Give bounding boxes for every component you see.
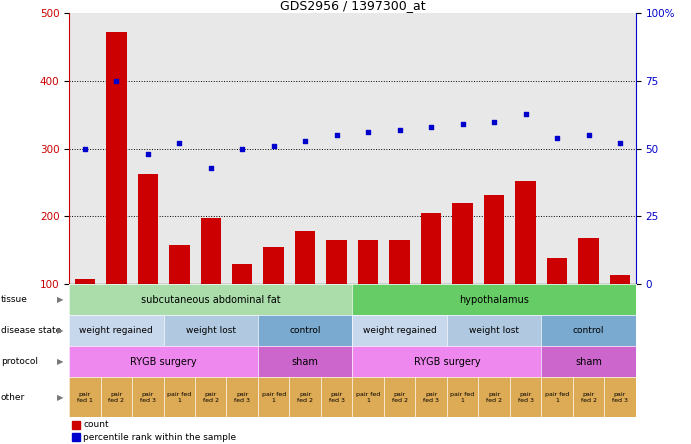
Text: protocol: protocol xyxy=(1,357,38,366)
Text: pair fed
1: pair fed 1 xyxy=(167,392,191,403)
Point xyxy=(614,140,625,147)
Point xyxy=(520,110,531,117)
Bar xyxy=(138,174,158,352)
Point xyxy=(173,140,184,147)
Point xyxy=(268,143,279,150)
Text: tissue: tissue xyxy=(1,295,28,304)
Bar xyxy=(232,264,252,352)
Bar xyxy=(263,247,284,352)
Text: count: count xyxy=(83,420,108,429)
Bar xyxy=(75,279,95,352)
Bar xyxy=(358,240,379,352)
Text: disease state: disease state xyxy=(1,326,61,335)
Text: control: control xyxy=(290,326,321,335)
Text: percentile rank within the sample: percentile rank within the sample xyxy=(83,433,236,442)
Bar xyxy=(200,218,221,352)
Point xyxy=(331,132,342,139)
Point xyxy=(426,123,437,131)
Text: hypothalamus: hypothalamus xyxy=(459,295,529,305)
Text: RYGB surgery: RYGB surgery xyxy=(413,357,480,367)
Bar xyxy=(73,433,80,441)
Bar xyxy=(421,213,442,352)
Point xyxy=(457,121,468,128)
Text: pair fed
1: pair fed 1 xyxy=(545,392,569,403)
Text: weight lost: weight lost xyxy=(469,326,519,335)
Point xyxy=(237,145,248,152)
Text: weight lost: weight lost xyxy=(186,326,236,335)
Point xyxy=(489,118,500,125)
Bar xyxy=(326,240,347,352)
Text: pair
fed 2: pair fed 2 xyxy=(392,392,408,403)
Text: pair
fed 1: pair fed 1 xyxy=(77,392,93,403)
Text: sham: sham xyxy=(292,357,319,367)
Point xyxy=(79,145,91,152)
Text: pair
fed 2: pair fed 2 xyxy=(297,392,313,403)
Bar xyxy=(106,32,126,352)
Text: pair
fed 2: pair fed 2 xyxy=(486,392,502,403)
Text: ▶: ▶ xyxy=(57,326,64,335)
Point xyxy=(363,129,374,136)
Bar xyxy=(578,238,598,352)
Point xyxy=(142,151,153,158)
Bar xyxy=(484,195,504,352)
Text: RYGB surgery: RYGB surgery xyxy=(130,357,197,367)
Bar xyxy=(515,181,536,352)
Text: pair fed
1: pair fed 1 xyxy=(262,392,286,403)
Text: pair
fed 3: pair fed 3 xyxy=(234,392,250,403)
Title: GDS2956 / 1397300_at: GDS2956 / 1397300_at xyxy=(280,0,425,12)
Point xyxy=(205,164,216,171)
Bar xyxy=(73,420,80,428)
Bar xyxy=(609,275,630,352)
Point xyxy=(111,78,122,85)
Point xyxy=(583,132,594,139)
Text: pair
fed 2: pair fed 2 xyxy=(108,392,124,403)
Bar xyxy=(295,231,315,352)
Bar xyxy=(453,203,473,352)
Text: pair
fed 3: pair fed 3 xyxy=(140,392,155,403)
Text: control: control xyxy=(573,326,604,335)
Text: ▶: ▶ xyxy=(57,357,64,366)
Text: pair fed
1: pair fed 1 xyxy=(451,392,475,403)
Point xyxy=(300,137,311,144)
Text: pair fed
1: pair fed 1 xyxy=(356,392,380,403)
Bar xyxy=(169,245,189,352)
Text: pair
fed 3: pair fed 3 xyxy=(612,392,628,403)
Bar xyxy=(390,240,410,352)
Text: sham: sham xyxy=(575,357,602,367)
Text: pair
fed 3: pair fed 3 xyxy=(329,392,345,403)
Text: weight regained: weight regained xyxy=(79,326,153,335)
Text: other: other xyxy=(1,393,25,402)
Text: subcutaneous abdominal fat: subcutaneous abdominal fat xyxy=(141,295,281,305)
Text: pair
fed 2: pair fed 2 xyxy=(580,392,596,403)
Text: pair
fed 3: pair fed 3 xyxy=(423,392,439,403)
Bar xyxy=(547,258,567,352)
Point xyxy=(394,126,405,133)
Text: weight regained: weight regained xyxy=(363,326,437,335)
Text: pair
fed 3: pair fed 3 xyxy=(518,392,533,403)
Text: ▶: ▶ xyxy=(57,295,64,304)
Point xyxy=(551,135,562,142)
Text: pair
fed 2: pair fed 2 xyxy=(202,392,219,403)
Text: ▶: ▶ xyxy=(57,393,64,402)
